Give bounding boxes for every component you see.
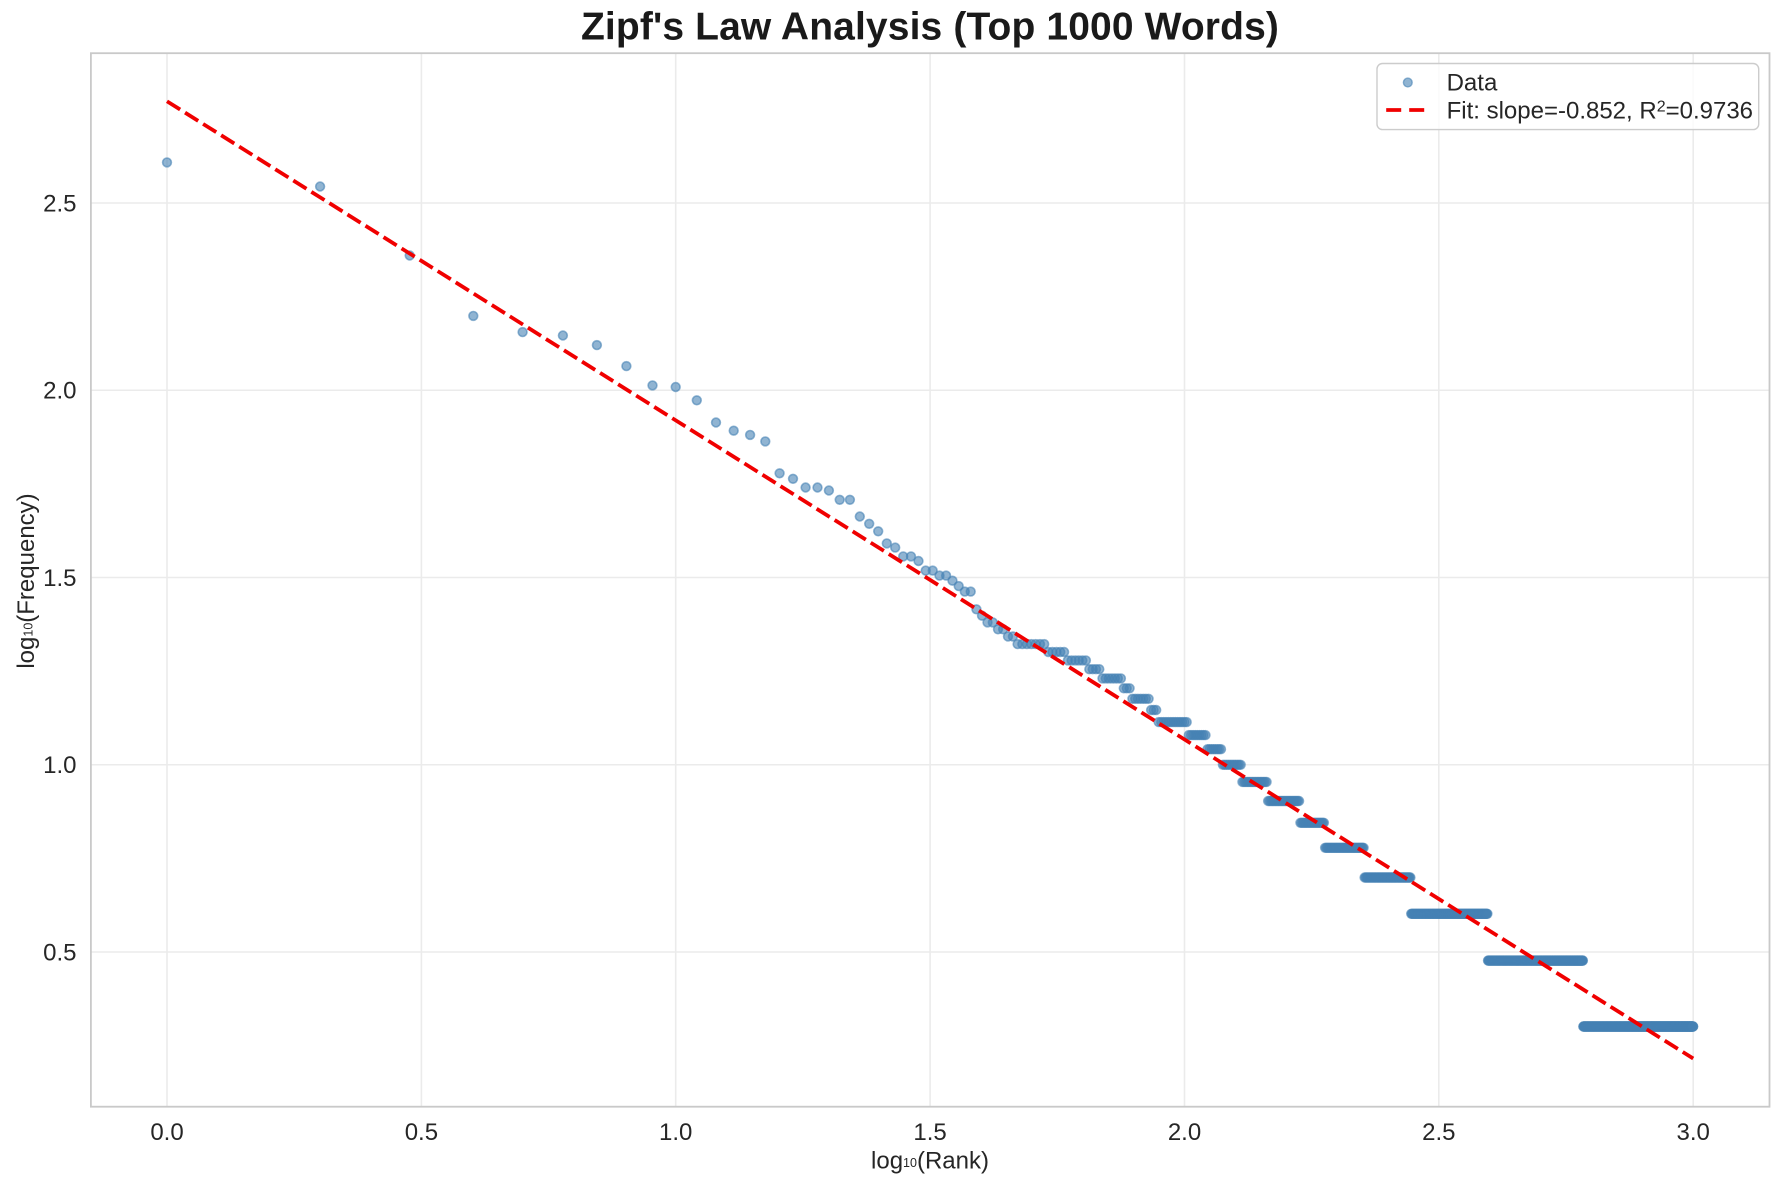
svg-text:Fit: slope=-0.852, R2=0.9736: Fit: slope=-0.852, R2=0.9736 <box>1447 97 1753 124</box>
svg-text:0.0: 0.0 <box>150 1119 183 1146</box>
svg-text:1.5: 1.5 <box>913 1119 946 1146</box>
svg-text:log10(Rank): log10(Rank) <box>871 1147 989 1174</box>
svg-text:1.0: 1.0 <box>43 752 76 779</box>
svg-text:2.0: 2.0 <box>1168 1119 1201 1146</box>
svg-text:Zipf's Law Analysis (Top 1000: Zipf's Law Analysis (Top 1000 Words) <box>581 6 1279 49</box>
svg-text:1.0: 1.0 <box>659 1119 692 1146</box>
svg-text:1.5: 1.5 <box>43 565 76 592</box>
svg-text:0.5: 0.5 <box>405 1119 438 1146</box>
svg-text:Data: Data <box>1447 70 1498 97</box>
svg-text:log10(Frequency): log10(Frequency) <box>13 493 40 668</box>
svg-text:0.5: 0.5 <box>43 939 76 966</box>
svg-text:2.5: 2.5 <box>43 190 76 217</box>
svg-text:2.0: 2.0 <box>43 378 76 405</box>
svg-text:2.5: 2.5 <box>1422 1119 1455 1146</box>
svg-text:3.0: 3.0 <box>1677 1119 1710 1146</box>
